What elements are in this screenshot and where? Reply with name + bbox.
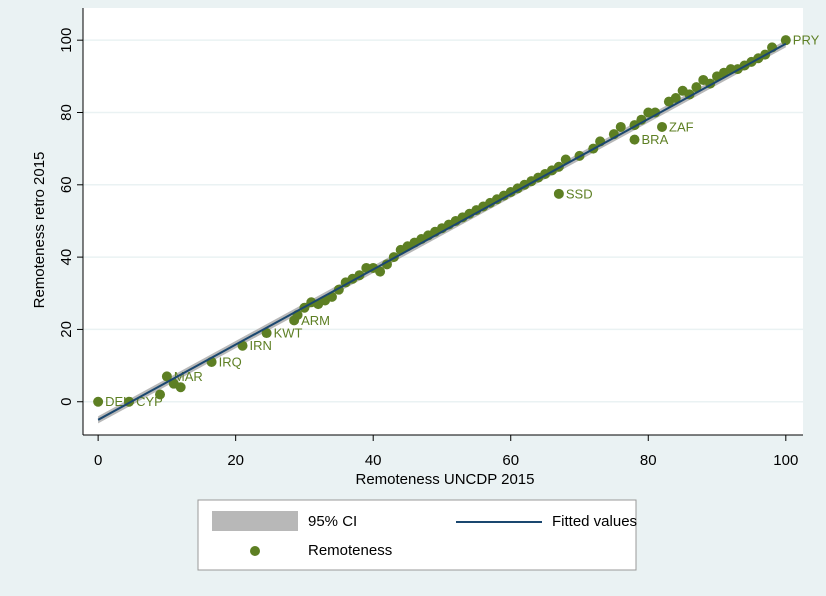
legend — [197, 499, 637, 571]
point — [155, 389, 166, 400]
point — [175, 382, 186, 393]
point-label: CYP — [136, 394, 163, 409]
point-label: IRN — [250, 338, 272, 353]
x-tick-label: 40 — [365, 452, 382, 469]
y-tick-label: 20 — [58, 321, 75, 338]
point-label: ZAF — [669, 119, 694, 134]
x-tick-label: 60 — [502, 452, 519, 469]
y-tick-label: 40 — [58, 249, 75, 266]
legend-ci-swatch — [212, 511, 298, 531]
legend-label: Fitted values — [552, 513, 637, 530]
x-tick-label: 0 — [94, 452, 102, 469]
point — [657, 121, 668, 132]
x-tick-label: 100 — [773, 452, 798, 469]
point — [643, 107, 654, 118]
legend-label: Remoteness — [308, 542, 392, 559]
point-label: PRY — [793, 33, 820, 48]
legend-point-swatch — [250, 546, 260, 556]
point-label: IRQ — [219, 354, 242, 369]
x-axis-label: Remoteness UNCDP 2015 — [356, 471, 535, 488]
point — [670, 93, 681, 104]
point — [261, 328, 272, 339]
point — [161, 371, 172, 382]
point — [381, 259, 392, 270]
x-tick-label: 20 — [227, 452, 244, 469]
point — [553, 188, 564, 199]
point — [691, 82, 702, 93]
legend-label: 95% CI — [308, 513, 357, 530]
y-tick-label: 80 — [58, 104, 75, 121]
point — [629, 134, 640, 145]
point — [361, 262, 372, 273]
point-label: MAR — [174, 369, 203, 384]
fit-line — [97, 42, 787, 421]
point — [93, 396, 104, 407]
point — [375, 266, 386, 277]
point — [615, 121, 626, 132]
y-tick-label: 0 — [58, 398, 75, 406]
point-label: BRA — [642, 132, 669, 147]
y-tick-label: 100 — [58, 28, 75, 53]
point-label: ARM — [301, 313, 330, 328]
point-label: KWT — [274, 325, 303, 340]
x-tick-label: 80 — [640, 452, 657, 469]
y-axis-label: Remoteness retro 2015 — [31, 152, 48, 309]
point — [780, 35, 791, 46]
y-tick-label: 60 — [58, 176, 75, 193]
point-label: SSD — [566, 186, 593, 201]
